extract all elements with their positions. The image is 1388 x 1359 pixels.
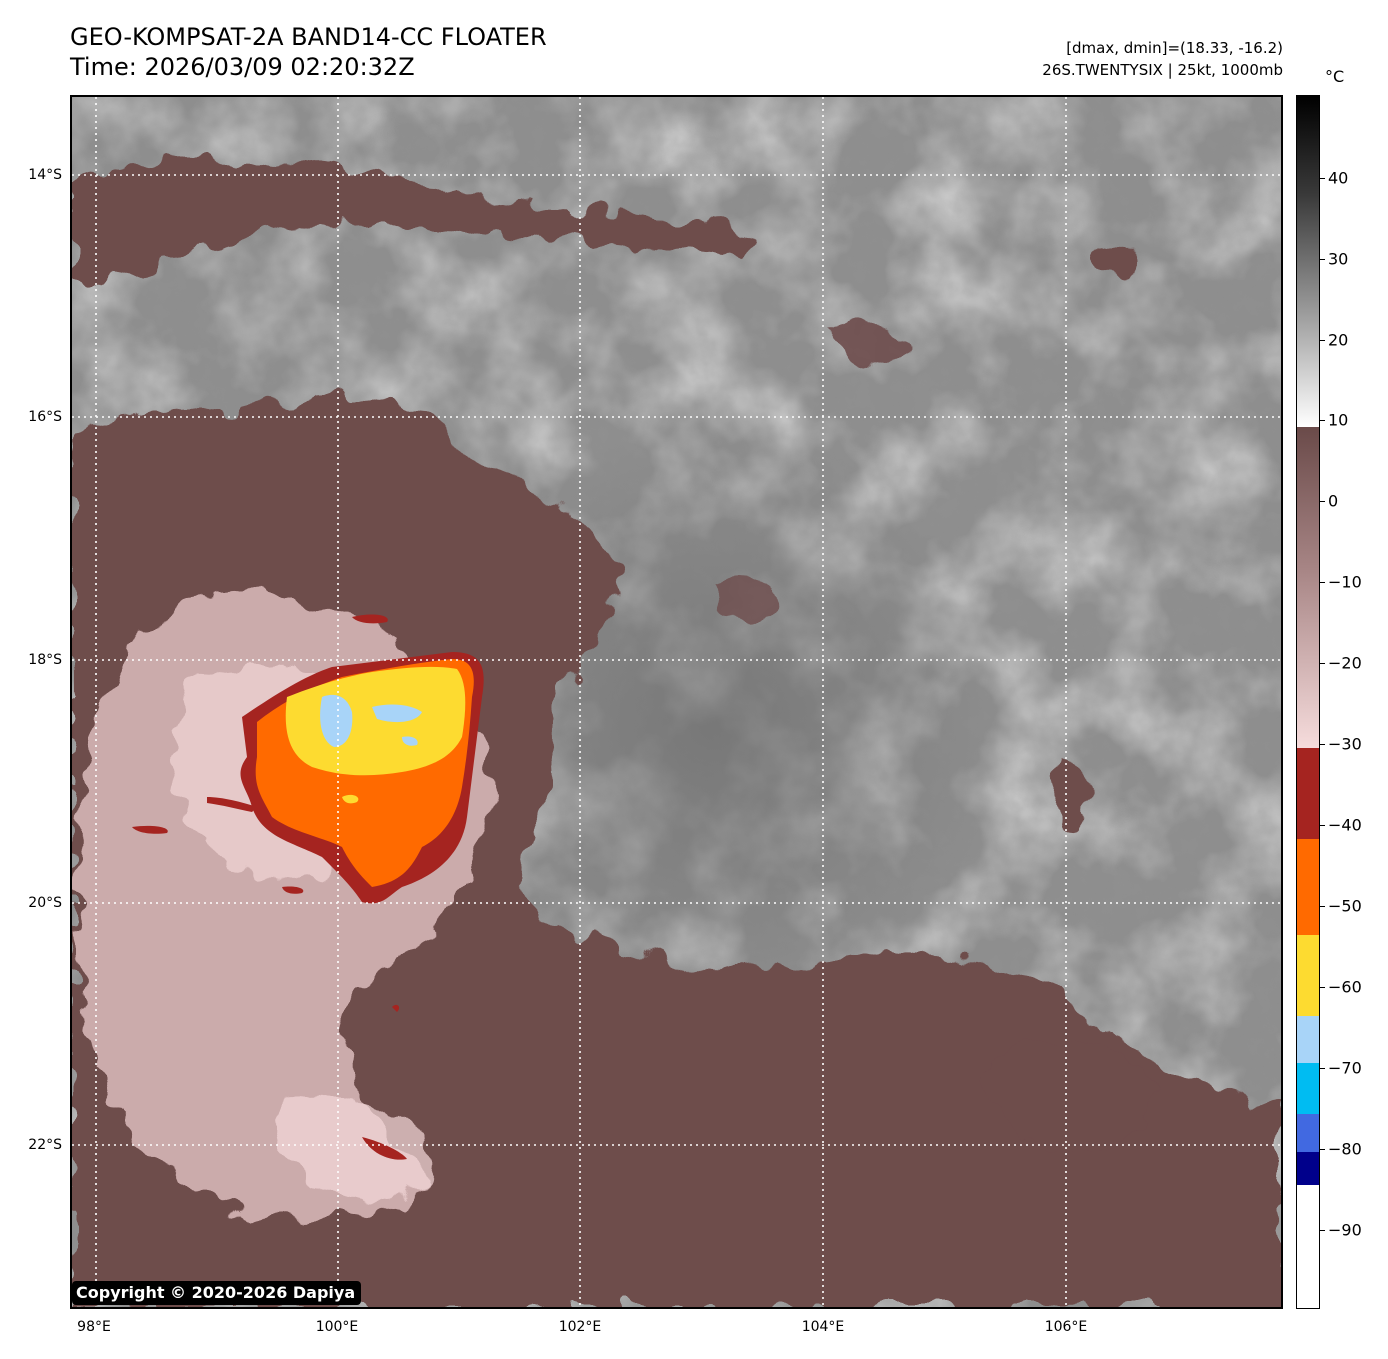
lat-label-22s: 22°S xyxy=(28,1137,62,1153)
colorbar-tick xyxy=(1320,1068,1325,1069)
chart-title: GEO-KOMPSAT-2A BAND14-CC FLOATER Time: 2… xyxy=(70,22,547,82)
lon-label-104e: 104°E xyxy=(801,1319,845,1335)
lat-label-20s: 20°S xyxy=(28,895,62,911)
colorbar-label-10: 10 xyxy=(1328,410,1349,430)
colorbar-tick xyxy=(1320,420,1325,421)
colorbar-label-minus60: −60 xyxy=(1328,977,1362,997)
copyright-badge: Copyright © 2020-2026 Dapiya xyxy=(72,1281,362,1305)
lat-label-16s: 16°S xyxy=(28,409,62,425)
colorbar-tick xyxy=(1320,744,1325,745)
colorbar-tick xyxy=(1320,663,1325,664)
lat-label-18s: 18°S xyxy=(28,652,62,668)
colorbar-label-minus70: −70 xyxy=(1328,1058,1362,1078)
deep-convection-core xyxy=(207,652,484,904)
lon-label-106e: 106°E xyxy=(1044,1319,1088,1335)
title-line-time: Time: 2026/03/09 02:20:32Z xyxy=(70,53,415,81)
colorbar-tick xyxy=(1320,178,1325,179)
colorbar-label-20: 20 xyxy=(1328,330,1349,350)
colorbar-tick xyxy=(1320,501,1325,502)
satellite-image-map xyxy=(70,95,1283,1309)
colorbar-tick xyxy=(1320,259,1325,260)
colorbar-tick xyxy=(1320,1230,1325,1231)
colorbar-label-40: 40 xyxy=(1328,168,1349,188)
colorbar-label-minus80: −80 xyxy=(1328,1139,1362,1159)
colorbar-tick xyxy=(1320,1149,1325,1150)
colorbar-tick xyxy=(1320,906,1325,907)
colorbar-label-minus50: −50 xyxy=(1328,896,1362,916)
colorbar-label-minus10: −10 xyxy=(1328,572,1362,592)
title-line-product: GEO-KOMPSAT-2A BAND14-CC FLOATER xyxy=(70,23,547,51)
colorbar-label-30: 30 xyxy=(1328,249,1349,269)
colorbar-label-minus40: −40 xyxy=(1328,815,1362,835)
colorbar xyxy=(1296,95,1320,1309)
colorbar-tick xyxy=(1320,340,1325,341)
colorbar-tick xyxy=(1320,825,1325,826)
colorbar-label-minus90: −90 xyxy=(1328,1220,1362,1240)
lat-label-14s: 14°S xyxy=(28,167,62,183)
colorbar-label-minus20: −20 xyxy=(1328,653,1362,673)
colorbar-label-0: 0 xyxy=(1328,491,1339,511)
satellite-imagery xyxy=(72,97,1281,1307)
dmax-dmin-label: [dmax, dmin]=(18.33, -16.2) xyxy=(1066,39,1283,57)
colorbar-label-minus30: −30 xyxy=(1328,734,1362,754)
colorbar-tick xyxy=(1320,582,1325,583)
colorbar-unit: °C xyxy=(1325,67,1345,86)
gridlines xyxy=(72,97,1281,1307)
lon-label-98e: 98°E xyxy=(77,1319,111,1335)
lon-label-100e: 100°E xyxy=(315,1319,359,1335)
colorbar-tick xyxy=(1320,987,1325,988)
red-specks xyxy=(132,614,407,1160)
storm-info: [dmax, dmin]=(18.33, -16.2) 26S.TWENTYSI… xyxy=(1042,37,1283,81)
lon-label-102e: 102°E xyxy=(558,1319,602,1335)
storm-name-label: 26S.TWENTYSIX | 25kt, 1000mb xyxy=(1042,61,1283,79)
